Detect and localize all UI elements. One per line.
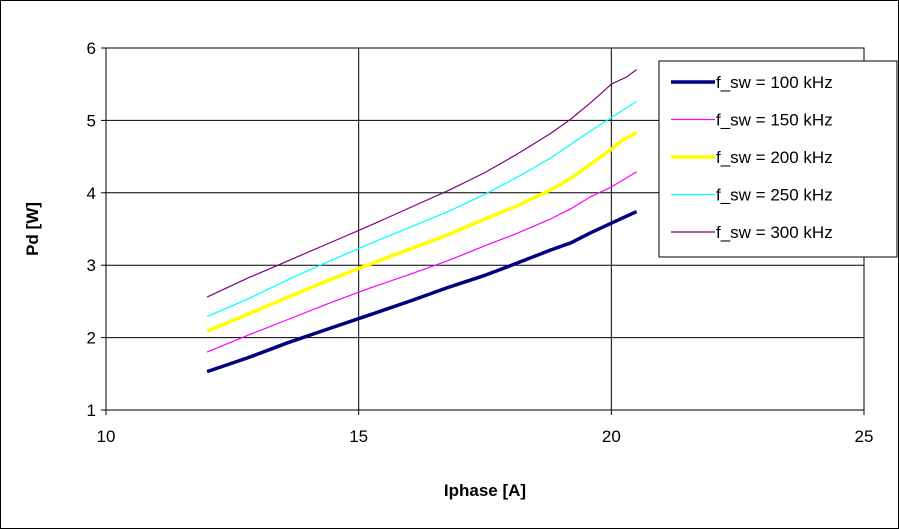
series-line-2: [206, 171, 637, 353]
y-tick-label: 3: [87, 256, 96, 275]
x-tick-label: 10: [97, 427, 116, 446]
y-tick-label: 4: [87, 184, 96, 203]
axis-ticks: 1 2 3 4 5 6 10 15 20 25: [87, 39, 874, 446]
legend-label: f_sw = 250 kHz: [716, 186, 833, 205]
series-line-5: [206, 69, 637, 298]
x-tick-label: 20: [602, 427, 621, 446]
y-axis-title: Pd [W]: [23, 202, 42, 256]
x-axis-title: Iphase [A]: [444, 481, 526, 500]
series-line-4: [206, 101, 637, 318]
legend-label: f_sw = 150 kHz: [716, 111, 833, 130]
series-lines: [206, 69, 638, 374]
legend-label: f_sw = 300 kHz: [716, 223, 833, 242]
legend: f_sw = 100 kHz f_sw = 150 kHz f_sw = 200 k…: [658, 60, 898, 258]
y-tick-label: 6: [87, 39, 96, 58]
series-line-3: [206, 131, 638, 333]
series-line-1: [206, 210, 638, 374]
legend-label: f_sw = 100 kHz: [716, 73, 833, 92]
legend-box: [658, 60, 898, 258]
x-tick-label: 25: [855, 427, 874, 446]
y-tick-label: 1: [87, 401, 96, 420]
x-tick-label: 15: [349, 427, 368, 446]
legend-label: f_sw = 200 kHz: [716, 148, 833, 167]
y-tick-label: 5: [87, 111, 96, 130]
y-tick-label: 2: [87, 329, 96, 348]
